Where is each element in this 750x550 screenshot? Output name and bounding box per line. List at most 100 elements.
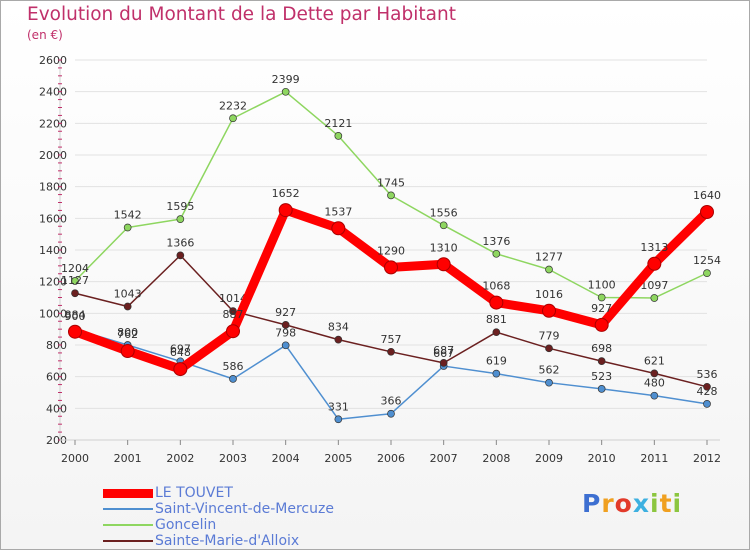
data-point-sainte-marie-d-alloix <box>123 302 132 311</box>
data-label-sainte-marie-d-alloix: 927 <box>275 306 296 319</box>
y-tick-label: 800 <box>46 339 67 352</box>
y-tick-label: 2600 <box>39 54 67 67</box>
data-label-le-touvet: 1313 <box>640 241 668 254</box>
data-point-goncelin <box>229 114 237 123</box>
y-tick-label: 2200 <box>39 117 67 130</box>
data-label-saint-vincent-de-mercuze: 428 <box>697 385 718 398</box>
data-point-goncelin <box>439 221 448 230</box>
data-label-goncelin: 1097 <box>640 279 668 292</box>
data-label-sainte-marie-d-alloix: 687 <box>433 344 454 357</box>
data-label-saint-vincent-de-mercuze: 586 <box>223 360 244 373</box>
data-label-saint-vincent-de-mercuze: 697 <box>170 342 191 355</box>
y-tick-label: 600 <box>46 371 67 384</box>
data-point-le-touvet <box>331 221 346 236</box>
data-label-goncelin: 1204 <box>61 262 89 275</box>
data-label-goncelin: 1376 <box>482 235 510 248</box>
data-label-le-touvet: 1652 <box>272 187 300 200</box>
data-point-goncelin <box>492 249 501 258</box>
logo-letter: x <box>632 489 650 518</box>
data-label-saint-vincent-de-mercuze: 331 <box>328 400 349 413</box>
data-label-sainte-marie-d-alloix: 1014 <box>219 292 247 305</box>
x-tick-label: 2011 <box>640 452 668 465</box>
y-tick-label: 200 <box>46 434 67 447</box>
chart-title: Evolution du Montant de la Dette par Hab… <box>27 4 456 25</box>
data-label-le-touvet: 927 <box>591 302 612 315</box>
data-point-goncelin <box>597 293 606 302</box>
data-label-sainte-marie-d-alloix: 536 <box>697 368 718 381</box>
y-tick-label: 2400 <box>39 86 67 99</box>
data-label-le-touvet: 762 <box>117 328 138 341</box>
data-label-sainte-marie-d-alloix: 834 <box>328 321 349 334</box>
data-point-sainte-marie-d-alloix <box>387 347 395 356</box>
data-label-goncelin: 1277 <box>535 250 563 263</box>
legend-label: LE TOUVET <box>155 485 233 501</box>
data-label-saint-vincent-de-mercuze: 800 <box>117 326 138 339</box>
x-tick-label: 2008 <box>482 452 510 465</box>
data-point-saint-vincent-de-mercuze <box>387 409 395 418</box>
data-label-le-touvet: 887 <box>223 308 244 321</box>
data-point-saint-vincent-de-mercuze <box>650 391 659 400</box>
data-label-sainte-marie-d-alloix: 1366 <box>166 236 194 249</box>
logo-letter: i <box>650 489 660 518</box>
data-point-saint-vincent-de-mercuze <box>597 385 606 393</box>
x-tick-label: 2006 <box>377 452 405 465</box>
data-point-sainte-marie-d-alloix <box>281 321 290 329</box>
data-point-saint-vincent-de-mercuze <box>492 369 501 378</box>
proxiti-logo: Proxiti <box>582 489 682 518</box>
x-tick-label: 2012 <box>693 452 721 465</box>
data-point-le-touvet <box>700 205 714 219</box>
logo-letter: t <box>659 489 673 518</box>
logo-letter: o <box>614 489 633 518</box>
data-label-saint-vincent-de-mercuze: 366 <box>381 395 402 408</box>
data-label-le-touvet: 1290 <box>377 244 405 257</box>
data-point-le-touvet <box>278 203 293 218</box>
data-point-goncelin <box>176 215 185 223</box>
logo-letter: r <box>601 489 615 518</box>
data-label-saint-vincent-de-mercuze: 523 <box>591 370 612 383</box>
legend-swatch <box>103 508 153 510</box>
data-point-saint-vincent-de-mercuze <box>229 375 237 383</box>
x-tick-label: 2000 <box>61 452 89 465</box>
x-tick-label: 2004 <box>272 452 300 465</box>
x-tick-label: 2009 <box>535 452 563 465</box>
data-label-saint-vincent-de-mercuze: 667 <box>433 347 454 360</box>
data-point-goncelin <box>71 277 79 285</box>
data-point-goncelin <box>123 223 132 232</box>
data-point-le-touvet <box>173 362 188 377</box>
data-label-sainte-marie-d-alloix: 698 <box>591 342 612 355</box>
data-label-sainte-marie-d-alloix: 757 <box>381 333 402 346</box>
x-tick-label: 2002 <box>166 452 194 465</box>
data-point-le-touvet <box>384 260 398 275</box>
y-tick-label: 1600 <box>39 212 67 225</box>
x-tick-label: 2001 <box>114 452 142 465</box>
data-label-sainte-marie-d-alloix: 621 <box>644 354 665 367</box>
data-point-sainte-marie-d-alloix <box>229 307 237 315</box>
legend-label: Goncelin <box>155 517 217 533</box>
data-point-sainte-marie-d-alloix <box>71 289 79 298</box>
data-label-le-touvet: 1016 <box>535 288 563 301</box>
data-point-sainte-marie-d-alloix <box>545 344 553 353</box>
data-point-le-touvet <box>489 295 504 310</box>
data-point-sainte-marie-d-alloix <box>650 369 659 378</box>
data-label-goncelin: 2232 <box>219 99 247 112</box>
data-label-sainte-marie-d-alloix: 1043 <box>114 288 142 301</box>
data-label-goncelin: 1254 <box>693 254 721 267</box>
x-tick-label: 2007 <box>430 452 458 465</box>
data-label-goncelin: 1100 <box>588 279 616 292</box>
y-tick-label: 400 <box>46 402 67 415</box>
data-label-sainte-marie-d-alloix: 881 <box>486 313 507 326</box>
legend-label: Saint-Vincent-de-Mercuze <box>155 501 334 517</box>
data-label-goncelin: 1745 <box>377 176 405 189</box>
data-point-saint-vincent-de-mercuze <box>545 378 553 387</box>
legend-label: Sainte-Marie-d'Alloix <box>155 533 300 549</box>
data-point-sainte-marie-d-alloix <box>176 251 185 260</box>
data-point-goncelin <box>703 269 711 277</box>
data-label-le-touvet: 1310 <box>430 241 458 254</box>
data-point-goncelin <box>545 265 553 274</box>
data-point-goncelin <box>387 191 395 200</box>
data-point-saint-vincent-de-mercuze <box>703 400 711 408</box>
y-tick-label: 1400 <box>39 244 67 257</box>
legend-swatch <box>103 524 153 526</box>
y-tick-label: 2000 <box>39 149 67 162</box>
